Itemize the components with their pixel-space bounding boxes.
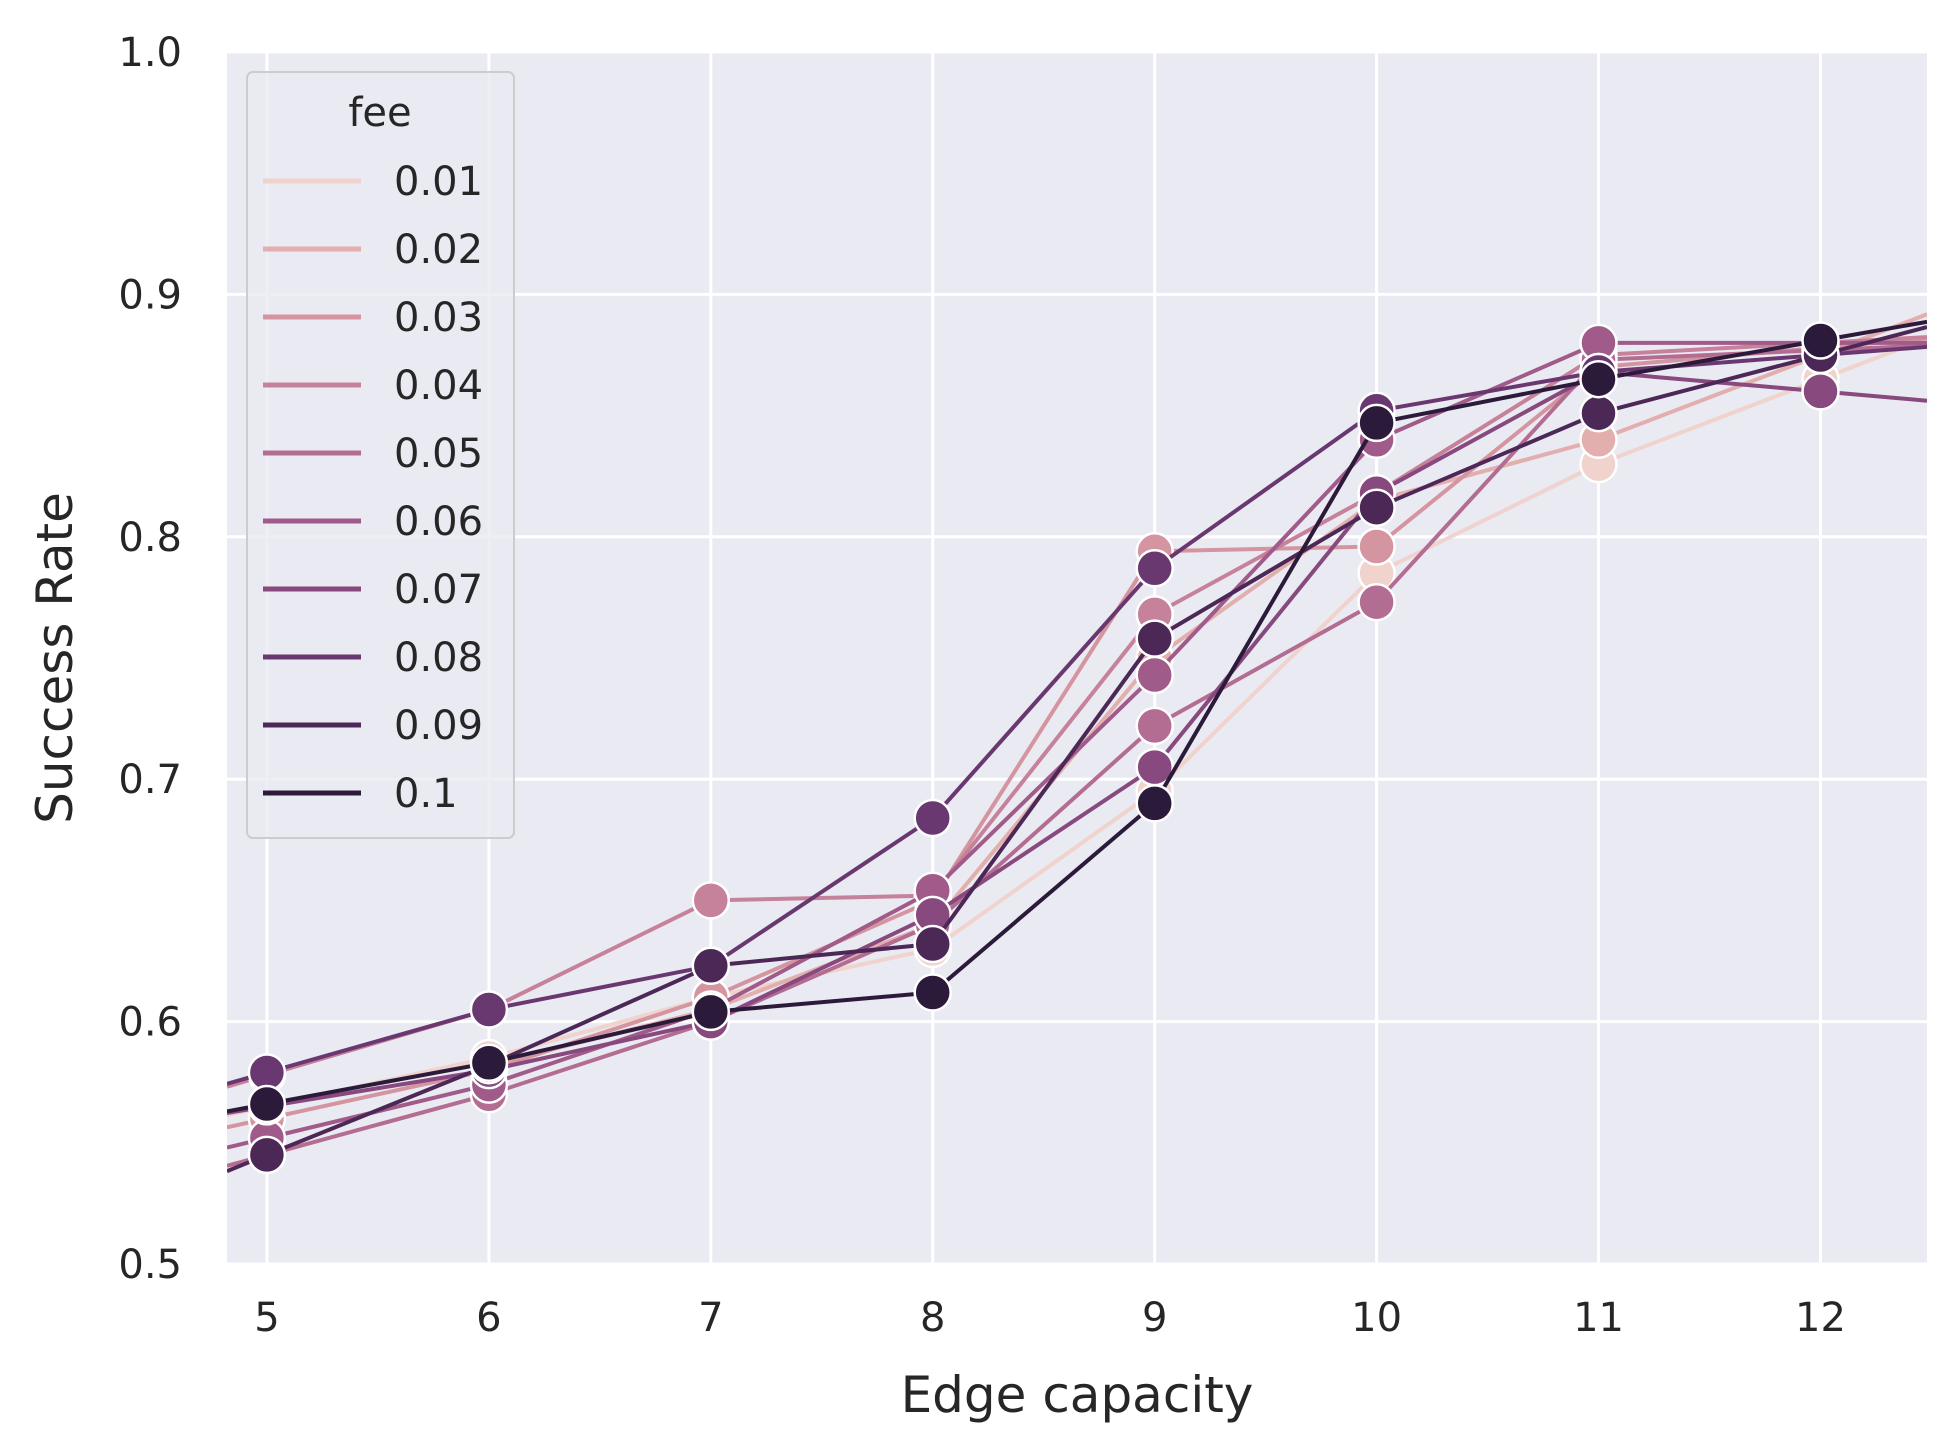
legend-label: 0.02 bbox=[394, 227, 483, 273]
data-point bbox=[469, 1043, 509, 1083]
legend-label: 0.1 bbox=[394, 771, 458, 817]
data-point bbox=[1357, 488, 1396, 527]
legend-label: 0.03 bbox=[394, 295, 483, 341]
legend-label: 0.09 bbox=[394, 703, 483, 749]
legend-title: fee bbox=[348, 90, 411, 136]
grid bbox=[227, 50, 1927, 1266]
y-tick-label: 1.0 bbox=[118, 30, 182, 76]
y-tick-label: 0.7 bbox=[118, 757, 182, 803]
series-group bbox=[227, 312, 1927, 1175]
legend-label: 0.06 bbox=[394, 499, 483, 545]
legend-label: 0.04 bbox=[394, 363, 483, 409]
x-tick-label: 9 bbox=[1142, 1295, 1167, 1341]
data-point bbox=[913, 924, 952, 964]
x-tick-label: 7 bbox=[698, 1295, 723, 1341]
data-point bbox=[1135, 549, 1174, 588]
data-point bbox=[913, 798, 952, 838]
series-line bbox=[227, 319, 1927, 1114]
data-point bbox=[1135, 619, 1174, 658]
series-line bbox=[227, 370, 1927, 1115]
x-tick-label: 11 bbox=[1573, 1295, 1624, 1341]
x-tick-label: 8 bbox=[920, 1295, 945, 1341]
data-point bbox=[1357, 403, 1396, 443]
series-line bbox=[227, 344, 1927, 1086]
x-axis-title: Edge capacity bbox=[901, 1366, 1254, 1424]
data-point bbox=[1135, 784, 1174, 823]
data-point bbox=[1135, 706, 1174, 746]
data-point bbox=[247, 1084, 287, 1124]
legend-label: 0.07 bbox=[394, 567, 483, 613]
series-line bbox=[227, 343, 1927, 1168]
data-point bbox=[1357, 582, 1396, 622]
series-line bbox=[227, 336, 1927, 1130]
data-point bbox=[1801, 372, 1840, 411]
y-axis-title: Success Rate bbox=[26, 492, 84, 824]
x-tick-label: 12 bbox=[1795, 1295, 1846, 1341]
legend: fee 0.01 0.02 0.03 0.04 0.05 0.06 0.07 0.08 0.09… bbox=[246, 71, 515, 839]
data-point bbox=[1135, 655, 1174, 695]
y-tick-label: 0.9 bbox=[118, 272, 182, 318]
data-point bbox=[691, 881, 731, 920]
y-tick-label: 0.5 bbox=[118, 1242, 182, 1288]
x-tick-label: 5 bbox=[254, 1295, 279, 1341]
data-point bbox=[913, 973, 952, 1012]
y-tick-label: 0.6 bbox=[118, 1000, 182, 1046]
tick-labels: 5 6 7 8 9 10 11 12 0.5 0.6 0.7 0.8 0.9 1.0 bbox=[118, 30, 1846, 1341]
legend-label: 0.08 bbox=[394, 635, 483, 681]
data-point bbox=[247, 1135, 287, 1175]
series-0.1 bbox=[227, 319, 1927, 1124]
legend-label: 0.01 bbox=[394, 159, 483, 205]
x-tick-label: 10 bbox=[1351, 1295, 1402, 1341]
legend-label: 0.05 bbox=[394, 431, 483, 477]
x-tick-label: 6 bbox=[476, 1295, 501, 1341]
data-point bbox=[1357, 527, 1396, 566]
data-point bbox=[1579, 359, 1618, 399]
data-point bbox=[469, 990, 509, 1029]
series-line bbox=[227, 325, 1927, 1173]
y-tick-label: 0.8 bbox=[118, 515, 182, 561]
data-point bbox=[1801, 321, 1840, 360]
legend-box bbox=[246, 71, 515, 839]
series-0.09 bbox=[227, 325, 1927, 1175]
data-point bbox=[691, 992, 731, 1032]
data-point bbox=[691, 946, 731, 986]
data-point bbox=[1579, 393, 1618, 433]
